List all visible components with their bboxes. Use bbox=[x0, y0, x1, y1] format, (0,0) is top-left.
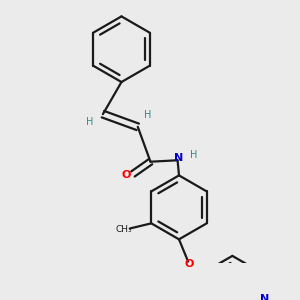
Text: H: H bbox=[85, 117, 93, 127]
Text: H: H bbox=[144, 110, 152, 120]
Text: H: H bbox=[190, 150, 198, 160]
Text: O: O bbox=[122, 170, 131, 180]
Text: N: N bbox=[174, 153, 183, 163]
Text: O: O bbox=[184, 259, 194, 269]
Text: N: N bbox=[260, 293, 269, 300]
Text: CH₃: CH₃ bbox=[116, 225, 133, 234]
